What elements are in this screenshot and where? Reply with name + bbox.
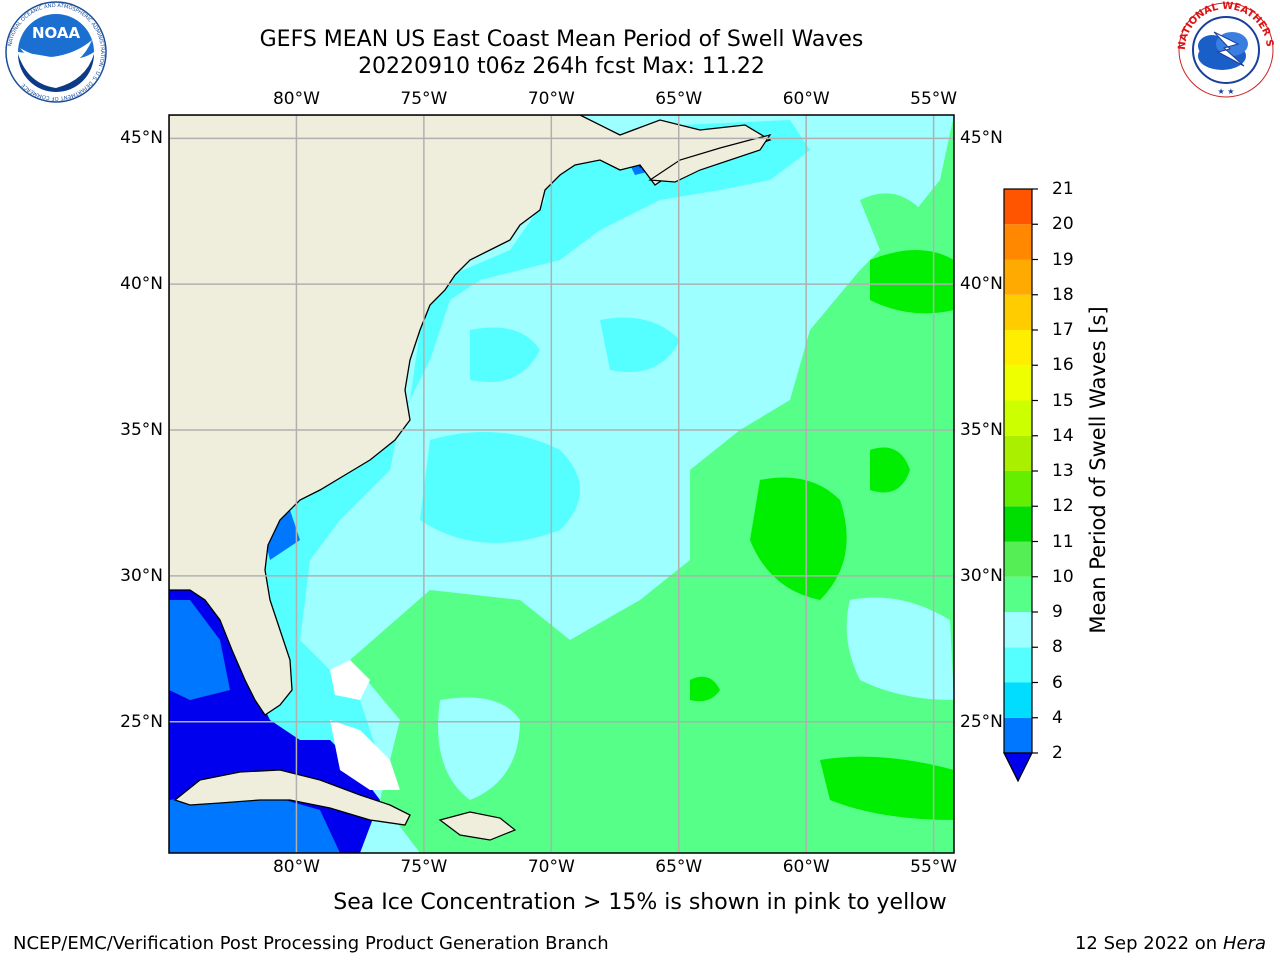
colorbar-segment [1004,471,1032,507]
colorbar [1003,188,1038,783]
lon-tick-label-top: 80°W [272,89,320,109]
footer-machine: Hera [1222,933,1266,954]
footer-credit: NCEP/EMC/Verification Post Processing Pr… [13,933,609,954]
colorbar-segment [1004,647,1032,683]
lat-tick-label-right: 35°N [960,420,1003,441]
colorbar-segment [1004,506,1032,542]
lon-tick-label-top: 75°W [400,89,448,109]
lat-tick-label-right: 25°N [960,711,1003,732]
map-frame [168,114,955,854]
swell-region-2-4-2 [169,790,340,853]
colorbar-tick-label: 10 [1052,566,1074,587]
colorbar-tick-label: 12 [1052,496,1074,517]
svg-text:★ ★: ★ ★ [1218,87,1235,96]
colorbar-segment [1004,682,1032,718]
colorbar-segment [1004,576,1032,612]
colorbar-tick-label: 15 [1052,390,1074,411]
land-cuba [173,769,411,826]
lat-tick-label-left: 30°N [120,565,163,586]
swell-patch-8-9-2 [438,697,520,800]
swell-region-6-8 [169,120,810,853]
colorbar-tick-label: 2 [1052,743,1063,763]
swell-region-10-11-1 [750,477,847,600]
colorbar-tick-label: 20 [1052,214,1074,235]
lat-tick-label-right: 45°N [960,128,1003,149]
swell-patch-9-10-1 [860,193,930,252]
colorbar-segment [1004,259,1032,295]
sea-ice-note: Sea Ice Concentration > 15% is shown in … [333,890,947,915]
swell-region-2-4-1 [169,600,230,700]
map-title: GEFS MEAN US East Coast Mean Period of S… [259,27,864,52]
gridlines [169,115,954,853]
colorbar-tick-label: 9 [1052,602,1063,622]
mask-bahamas-1 [330,660,370,700]
swell-region-9-10 [350,115,954,853]
lat-tick-label-left: 45°N [120,128,163,149]
colorbar-segment [1004,435,1032,471]
colorbar-segment [1004,541,1032,577]
swell-region-10-11-3 [820,756,954,820]
colorbar-tick-label: 13 [1052,461,1074,481]
land-hispaniola [438,811,517,841]
lon-tick-label-bottom: 70°W [527,857,575,877]
swell-region-10-11-5 [690,676,720,702]
lon-tick-label-top: 55°W [910,89,958,109]
lon-tick-label-bottom: 55°W [910,857,958,877]
colorbar-tick-label: 4 [1052,707,1063,728]
colorbar-tick-label: 18 [1052,284,1074,305]
colorbar-segment [1004,330,1032,366]
colorbar-segment [1004,189,1032,225]
lat-tick-label-left: 40°N [120,274,163,295]
lat-tick-label-right: 30°N [960,565,1003,586]
footer-date-text: 12 Sep 2022 on [1074,933,1218,954]
swell-field [169,115,954,853]
footer-date: 12 Sep 2022 on Hera [1075,933,1266,954]
nws-logo: NATIONAL WEATHER SERVICE ★ ★ [1172,0,1275,98]
colorbar-segment [1004,717,1032,753]
colorbar-tick-label: 19 [1052,249,1074,270]
swell-region-10-11-4 [870,447,910,493]
colorbar-tick-label: 8 [1052,637,1063,658]
colorbar-tick-label: 17 [1052,320,1074,340]
colorbar-segment [1004,612,1032,648]
colorbar-segment [1004,294,1032,330]
colorbar-title: Mean Period of Swell Waves [s] [1086,306,1110,634]
lon-tick-label-bottom: 80°W [272,857,320,877]
land-nova-scotia [648,134,772,183]
noaa-logo-text: NOAA [32,24,81,42]
lon-tick-label-bottom: 75°W [400,857,448,877]
lon-tick-label-bottom: 65°W [655,857,703,877]
swell-region-10-11-2 [870,250,954,314]
swell-patch-6-8-3 [470,327,540,382]
colorbar-tick-label: 11 [1052,531,1074,552]
lon-tick-label-bottom: 60°W [782,857,830,877]
colorbar-tick-label: 21 [1052,179,1074,199]
lat-tick-label-left: 25°N [120,711,163,732]
mask-bahamas-2 [330,720,400,790]
lat-tick-label-left: 35°N [120,420,163,441]
noaa-logo: NOAA NATIONAL OCEANIC AND ATMOSPHERIC AD… [5,1,107,103]
swell-patch-8-9-1 [846,597,954,700]
swell-patch-6-8-1 [420,432,580,543]
lon-tick-label-top: 70°W [527,89,575,109]
colorbar-tick-label: 14 [1052,425,1074,446]
colorbar-under-triangle [1003,752,1033,783]
swell-patch-6-8-2 [600,317,680,372]
colorbar-segment [1004,365,1032,401]
lon-tick-label-top: 60°W [782,89,830,109]
colorbar-tick-label: 6 [1052,672,1063,693]
map-subtitle: 20220910 t06z 264h fcst Max: 11.22 [358,54,765,79]
colorbar-tick-label: 16 [1052,355,1074,376]
colorbar-segment [1004,224,1032,260]
lat-tick-label-right: 40°N [960,274,1003,295]
lon-tick-label-top: 65°W [655,89,703,109]
colorbar-segment [1004,400,1032,436]
